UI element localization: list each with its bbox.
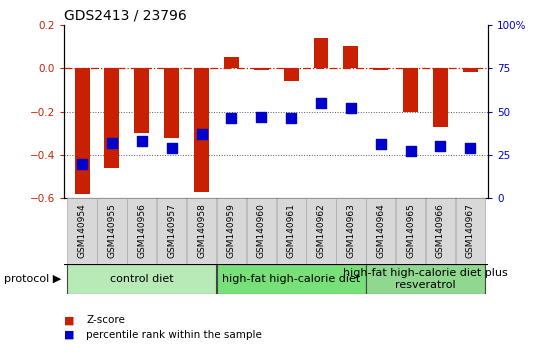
Bar bbox=[343, 46, 358, 68]
Text: GSM140967: GSM140967 bbox=[466, 204, 475, 258]
Bar bbox=[247, 198, 276, 264]
Text: high-fat high-calorie diet plus
resveratrol: high-fat high-calorie diet plus resverat… bbox=[343, 268, 508, 290]
Bar bbox=[187, 198, 216, 264]
Text: GSM140956: GSM140956 bbox=[137, 204, 146, 258]
Text: GSM140957: GSM140957 bbox=[167, 204, 176, 258]
Point bbox=[376, 142, 385, 147]
Point bbox=[287, 116, 296, 121]
Bar bbox=[463, 68, 478, 73]
Point bbox=[347, 105, 355, 111]
Bar bbox=[277, 198, 306, 264]
Bar bbox=[97, 198, 127, 264]
Point bbox=[316, 100, 325, 105]
Text: ■: ■ bbox=[64, 315, 75, 325]
Point bbox=[78, 161, 86, 166]
Point bbox=[197, 131, 206, 137]
Bar bbox=[68, 198, 97, 264]
Text: GSM140961: GSM140961 bbox=[287, 204, 296, 258]
Text: GSM140963: GSM140963 bbox=[347, 204, 355, 258]
Point bbox=[108, 140, 117, 145]
Bar bbox=[366, 198, 396, 264]
Text: GSM140966: GSM140966 bbox=[436, 204, 445, 258]
Bar bbox=[127, 198, 156, 264]
Point bbox=[227, 116, 236, 121]
Text: GSM140954: GSM140954 bbox=[78, 204, 86, 258]
Point bbox=[137, 138, 146, 144]
Point bbox=[406, 149, 415, 154]
Text: control diet: control diet bbox=[110, 274, 174, 284]
Bar bbox=[75, 68, 89, 194]
Bar bbox=[366, 264, 485, 294]
Text: GSM140964: GSM140964 bbox=[376, 204, 385, 258]
Bar bbox=[224, 57, 239, 68]
Bar bbox=[426, 198, 455, 264]
Bar bbox=[254, 68, 269, 70]
Text: GDS2413 / 23796: GDS2413 / 23796 bbox=[64, 8, 187, 22]
Bar bbox=[283, 68, 299, 81]
Text: protocol ▶: protocol ▶ bbox=[4, 274, 61, 284]
Bar bbox=[306, 198, 336, 264]
Bar bbox=[217, 264, 365, 294]
Bar bbox=[433, 68, 448, 127]
Bar bbox=[164, 68, 179, 137]
Point bbox=[167, 145, 176, 151]
Point bbox=[466, 145, 475, 151]
Bar bbox=[194, 68, 209, 192]
Text: GSM140962: GSM140962 bbox=[316, 204, 325, 258]
Point bbox=[257, 114, 266, 120]
Text: GSM140955: GSM140955 bbox=[108, 204, 117, 258]
Point bbox=[436, 143, 445, 149]
Bar bbox=[373, 68, 388, 70]
Text: GSM140960: GSM140960 bbox=[257, 204, 266, 258]
Bar bbox=[217, 198, 246, 264]
Text: GSM140958: GSM140958 bbox=[197, 204, 206, 258]
Text: GSM140959: GSM140959 bbox=[227, 204, 236, 258]
Text: high-fat high-calorie diet: high-fat high-calorie diet bbox=[222, 274, 360, 284]
Bar bbox=[68, 264, 216, 294]
Text: Z-score: Z-score bbox=[86, 315, 126, 325]
Bar bbox=[314, 38, 329, 68]
Bar bbox=[134, 68, 150, 133]
Text: percentile rank within the sample: percentile rank within the sample bbox=[86, 330, 262, 339]
Bar bbox=[396, 198, 425, 264]
Text: GSM140965: GSM140965 bbox=[406, 204, 415, 258]
Text: ■: ■ bbox=[64, 330, 75, 339]
Bar bbox=[403, 68, 418, 112]
Bar bbox=[104, 68, 119, 168]
Bar bbox=[456, 198, 485, 264]
Bar bbox=[336, 198, 365, 264]
Bar bbox=[157, 198, 186, 264]
